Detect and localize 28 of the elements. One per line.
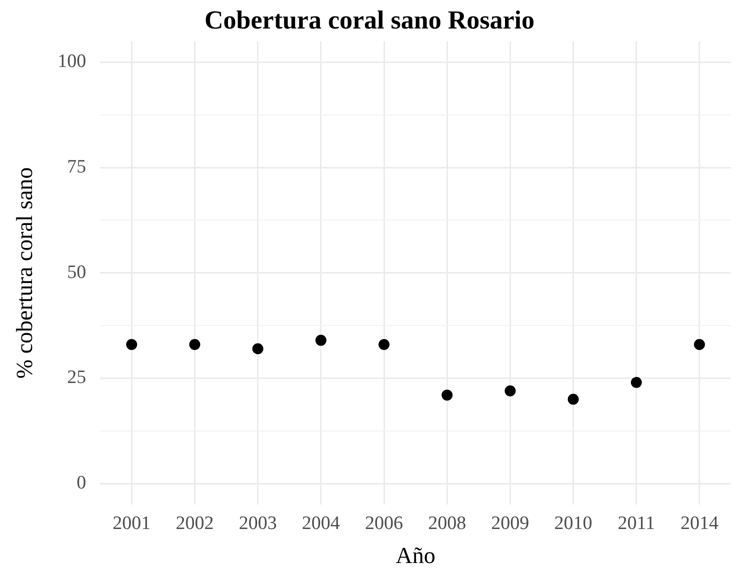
point: [504, 385, 516, 396]
point: [126, 339, 138, 350]
chart-title: Cobertura coral sano Rosario: [204, 5, 535, 34]
x-tick-label: 2014: [680, 512, 719, 534]
point: [189, 339, 200, 350]
point: [630, 376, 642, 388]
y-axis-title: % cobertura coral sano: [12, 167, 37, 379]
x-tick-label: 2011: [618, 512, 656, 534]
y-tick-label: 0: [76, 472, 86, 494]
x-tick-label: 2002: [176, 512, 214, 534]
point: [568, 394, 579, 405]
point: [442, 390, 453, 401]
x-axis-title: Año: [396, 543, 436, 568]
point: [378, 339, 390, 350]
point: [694, 339, 705, 350]
y-tick-label: 100: [58, 51, 86, 72]
x-tick-label: 2003: [238, 512, 277, 534]
y-tick-label: 25: [67, 367, 86, 388]
x-tick-label: 2006: [365, 512, 404, 534]
point: [315, 334, 326, 346]
x-tick-label: 2010: [554, 512, 592, 534]
x-tick-label: 2008: [428, 512, 466, 534]
x-tick-label: 2004: [302, 512, 340, 534]
x-tick-label: 2001: [112, 512, 151, 534]
y-tick-label: 75: [67, 156, 86, 178]
point: [252, 343, 264, 354]
y-tick-label: 50: [67, 262, 86, 283]
x-tick-label: 2009: [491, 512, 530, 534]
